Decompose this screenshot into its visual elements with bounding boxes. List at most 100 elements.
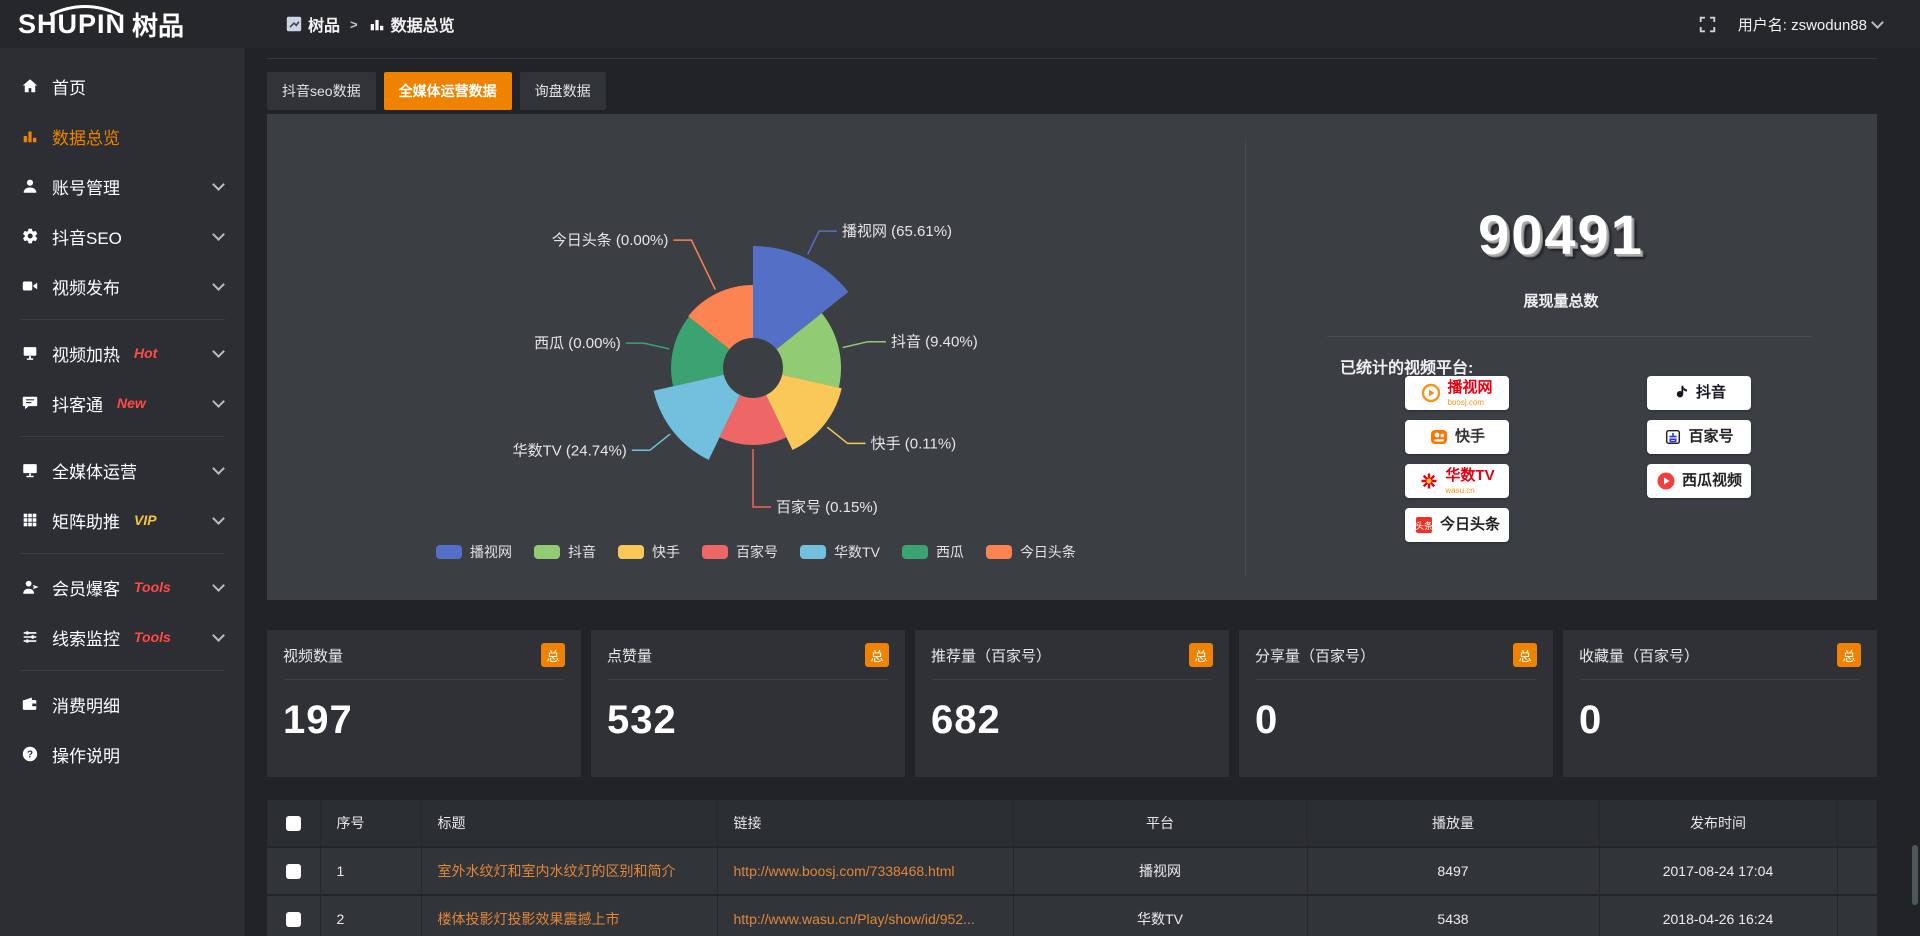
platform-badge-华数TV[interactable]: 华数TV wasu.cn xyxy=(1405,464,1509,498)
cell-empty xyxy=(1836,847,1877,895)
stat-value: 197 xyxy=(283,698,353,742)
row-checkbox[interactable] xyxy=(285,864,301,880)
platform-badge-今日头条[interactable]: 头条 今日头条 xyxy=(1405,508,1509,542)
stat-card-分享量（百家号）: 分享量（百家号） 总 0 xyxy=(1239,630,1553,777)
platform-badge-抖音[interactable]: 抖音 xyxy=(1647,376,1751,410)
chevron-down-icon xyxy=(1871,16,1884,29)
stat-divider xyxy=(1579,679,1861,680)
stat-card-视频数量: 视频数量 总 197 xyxy=(267,630,581,777)
legend-item-播视网[interactable]: 播视网 xyxy=(436,542,512,562)
platform-logo-icon xyxy=(1429,427,1449,447)
row-checkbox-cell xyxy=(267,895,320,936)
legend-swatch xyxy=(901,545,928,559)
total-badge[interactable]: 总 xyxy=(1189,643,1213,667)
sidebar-item-label: 抖音SEO xyxy=(52,228,122,248)
pie-slice-百家号[interactable] xyxy=(719,395,787,446)
total-badge[interactable]: 总 xyxy=(541,643,565,667)
question-icon: ? xyxy=(20,744,40,764)
pie-label-line xyxy=(673,239,716,290)
sidebar-item-账号管理[interactable]: 账号管理 xyxy=(0,161,245,211)
col-header[interactable]: 播放量 xyxy=(1306,800,1599,847)
sidebar: 首页 数据总览 账号管理 抖音SEO 视频发布 视频加热 Hot 抖客通 New… xyxy=(0,48,245,936)
sidebar-item-抖音SEO[interactable]: 抖音SEO xyxy=(0,211,245,261)
col-header[interactable]: 序号 xyxy=(319,800,421,847)
pie-slice-西瓜[interactable] xyxy=(671,316,730,387)
platform-badges-col2: 抖音 百家号 西瓜视频 xyxy=(1647,376,1751,498)
sidebar-badge: New xyxy=(117,395,146,411)
cell-title[interactable]: 楼体投影灯投影效果震撼上市 xyxy=(420,895,717,936)
sidebar-item-全媒体运营[interactable]: 全媒体运营 xyxy=(0,445,245,495)
platform-name: 西瓜视频 xyxy=(1681,472,1742,489)
pie-slice-华数TV[interactable] xyxy=(653,374,740,460)
row-checkbox-cell xyxy=(267,847,320,895)
legend-item-百家号[interactable]: 百家号 xyxy=(702,542,778,562)
breadcrumb-item[interactable]: 树品 xyxy=(285,12,340,36)
legend-item-西瓜[interactable]: 西瓜 xyxy=(901,542,964,562)
cell-no: 1 xyxy=(319,847,421,895)
pie-slice-播视网[interactable] xyxy=(753,246,849,350)
pie-slice-抖音[interactable] xyxy=(776,313,842,388)
col-header[interactable]: 链接 xyxy=(716,800,1013,847)
sidebar-item-会员爆客[interactable]: 会员爆客 Tools xyxy=(0,562,245,612)
sidebar-item-抖客通[interactable]: 抖客通 New xyxy=(0,378,245,428)
platform-badge-西瓜视频[interactable]: 西瓜视频 xyxy=(1647,464,1751,498)
chevron-down-icon xyxy=(212,178,225,191)
tab-询盘数据[interactable]: 询盘数据 xyxy=(519,72,606,110)
sidebar-item-首页[interactable]: 首页 xyxy=(0,61,245,111)
fullscreen-icon[interactable] xyxy=(1699,16,1716,33)
cell-empty xyxy=(1836,895,1877,936)
tab-抖音seo数据[interactable]: 抖音seo数据 xyxy=(267,72,376,110)
scrollbar-thumb[interactable] xyxy=(1912,845,1918,905)
pie-slice-今日头条[interactable] xyxy=(688,285,753,350)
wallet-icon xyxy=(20,694,40,714)
pie-label-line xyxy=(826,426,866,445)
legend-item-快手[interactable]: 快手 xyxy=(618,542,680,562)
platform-badge-播视网[interactable]: 播视网 boosj.com xyxy=(1405,376,1509,410)
app-logo[interactable]: SHUPIN 树品 xyxy=(18,0,184,48)
total-badge[interactable]: 总 xyxy=(1513,643,1537,667)
chevron-down-icon xyxy=(212,228,225,241)
tab-全媒体运营数据[interactable]: 全媒体运营数据 xyxy=(383,72,512,110)
pie-label: 今日头条 (0.00%) xyxy=(552,232,669,249)
sliders-icon xyxy=(20,627,40,647)
legend-item-华数TV[interactable]: 华数TV xyxy=(800,542,880,562)
sidebar-item-数据总览[interactable]: 数据总览 xyxy=(0,111,245,161)
cell-time: 2017-08-24 17:04 xyxy=(1598,847,1837,895)
pie-slice-快手[interactable] xyxy=(766,374,842,450)
sidebar-badge: VIP xyxy=(134,512,157,528)
total-badge[interactable]: 总 xyxy=(1837,643,1861,667)
sidebar-item-label: 视频加热 xyxy=(52,345,120,365)
sidebar-divider xyxy=(20,670,225,671)
sidebar-item-消费明细[interactable]: 消费明细 xyxy=(0,679,245,729)
sidebar-item-线索监控[interactable]: 线索监控 Tools xyxy=(0,612,245,662)
cell-title[interactable]: 室外水纹灯和室内水纹灯的区别和简介 xyxy=(420,847,717,895)
sidebar-item-视频发布[interactable]: 视频发布 xyxy=(0,261,245,311)
cell-link[interactable]: http://www.boosj.com/7338468.html xyxy=(716,847,1013,895)
col-header[interactable]: 发布时间 xyxy=(1598,800,1837,847)
legend-item-今日头条[interactable]: 今日头条 xyxy=(985,542,1076,562)
platform-name: 华数TV wasu.cn xyxy=(1445,467,1495,495)
total-badge[interactable]: 总 xyxy=(865,643,889,667)
platform-badge-快手[interactable]: 快手 xyxy=(1405,420,1509,454)
sidebar-item-视频加热[interactable]: 视频加热 Hot xyxy=(0,328,245,378)
sidebar-item-label: 账号管理 xyxy=(52,178,120,198)
col-header-empty xyxy=(1836,800,1877,847)
col-header[interactable]: 标题 xyxy=(420,800,717,847)
cell-link[interactable]: http://www.wasu.cn/Play/show/id/952... xyxy=(716,895,1013,936)
platform-badge-百家号[interactable]: 百家号 xyxy=(1647,420,1751,454)
svg-text:?: ? xyxy=(27,750,33,761)
select-all-checkbox[interactable] xyxy=(285,816,301,832)
platform-name: 快手 xyxy=(1454,428,1485,445)
table-row: 2 楼体投影灯投影效果震撼上市 http://www.wasu.cn/Play/… xyxy=(267,895,1877,936)
legend-item-抖音[interactable]: 抖音 xyxy=(534,542,596,562)
legend-label: 抖音 xyxy=(568,544,597,560)
stat-label: 收藏量（百家号） xyxy=(1579,647,1700,665)
breadcrumb-item[interactable]: 数据总览 xyxy=(368,12,455,36)
sidebar-item-矩阵助推[interactable]: 矩阵助推 VIP xyxy=(0,495,245,545)
row-checkbox[interactable] xyxy=(285,912,301,928)
user-menu[interactable]: 用户名: zswodun88 xyxy=(1738,14,1884,35)
logo-text-cn: 树品 xyxy=(132,10,185,41)
col-header[interactable]: 平台 xyxy=(1012,800,1307,847)
sidebar-item-操作说明[interactable]: ? 操作说明 xyxy=(0,729,245,779)
breadcrumb-label: 数据总览 xyxy=(390,18,455,35)
